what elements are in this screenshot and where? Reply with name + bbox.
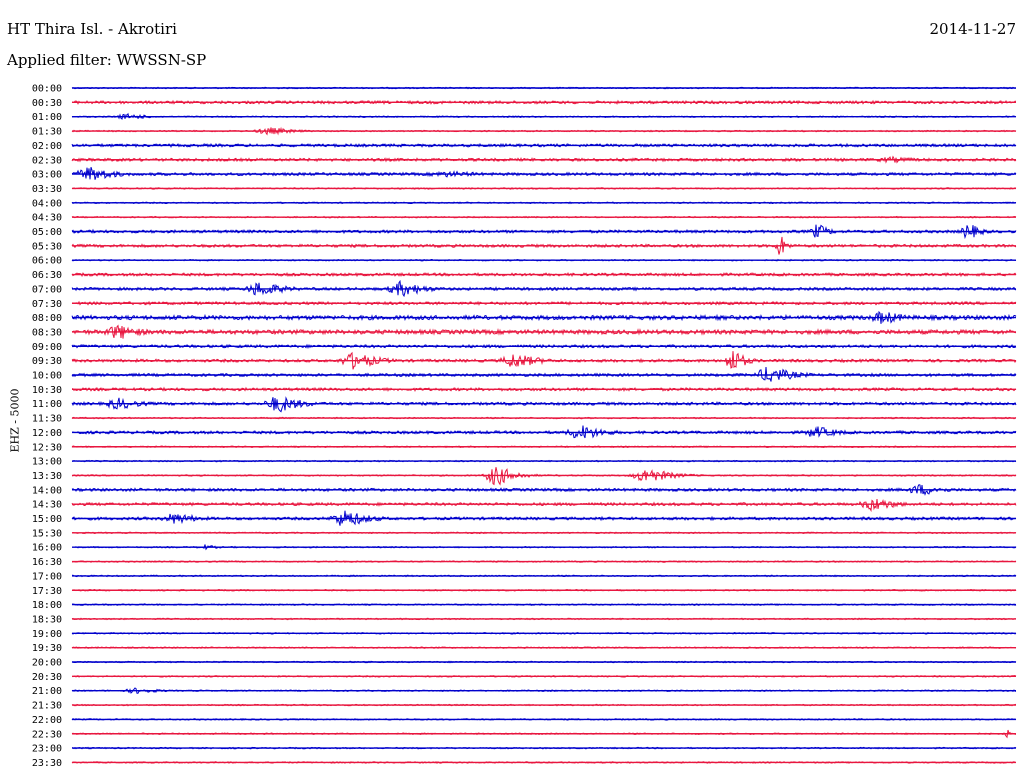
time-label: 11:00 <box>32 399 62 410</box>
time-label: 21:30 <box>32 701 62 712</box>
time-label: 17:00 <box>32 571 62 582</box>
time-label: 20:30 <box>32 672 62 683</box>
time-label: 21:00 <box>32 686 62 697</box>
time-label: 22:00 <box>32 715 62 726</box>
time-label: 00:30 <box>32 98 62 109</box>
time-label: 08:30 <box>32 327 62 338</box>
time-label: 16:00 <box>32 543 62 554</box>
time-label: 15:00 <box>32 514 62 525</box>
station-title: HT Thira Isl. - Akrotiri <box>7 20 177 38</box>
time-label: 08:00 <box>32 313 62 324</box>
time-label: 23:30 <box>32 758 62 769</box>
time-label: 03:30 <box>32 184 62 195</box>
time-label: 18:30 <box>32 614 62 625</box>
time-label: 06:30 <box>32 270 62 281</box>
time-label: 19:30 <box>32 643 62 654</box>
time-label: 02:30 <box>32 155 62 166</box>
time-label: 10:00 <box>32 371 62 382</box>
time-label: 04:00 <box>32 198 62 209</box>
time-label: 10:30 <box>32 385 62 396</box>
time-label: 05:30 <box>32 241 62 252</box>
time-label: 14:30 <box>32 500 62 511</box>
time-label: 05:00 <box>32 227 62 238</box>
time-label: 16:30 <box>32 557 62 568</box>
trace-1100 <box>71 396 1017 413</box>
time-label: 12:30 <box>32 442 62 453</box>
time-label-group: 00:00 00:30 01:00 01:30 02:00 02:30 03:00 03:30… <box>32 84 62 769</box>
trace-group <box>71 86 1017 764</box>
time-label: 07:30 <box>32 299 62 310</box>
time-label: 13:30 <box>32 471 62 482</box>
time-label: 19:00 <box>32 629 62 640</box>
time-label: 00:00 <box>32 84 62 95</box>
trace-1000 <box>71 367 1017 382</box>
time-label: 04:30 <box>32 213 62 224</box>
plot-date: 2014-11-27 <box>929 20 1016 38</box>
time-label: 23:00 <box>32 744 62 755</box>
time-label: 14:00 <box>32 485 62 496</box>
time-label: 02:00 <box>32 141 62 152</box>
time-label: 13:00 <box>32 457 62 468</box>
time-label: 12:00 <box>32 428 62 439</box>
filter-label: Applied filter: WWSSN-SP <box>7 51 207 69</box>
time-label: 07:00 <box>32 284 62 295</box>
time-label: 22:30 <box>32 729 62 740</box>
time-label: 20:00 <box>32 658 62 669</box>
time-label: 09:00 <box>32 342 62 353</box>
time-label: 15:30 <box>32 528 62 539</box>
time-label: 17:30 <box>32 586 62 597</box>
time-label: 09:30 <box>32 356 62 367</box>
time-label: 18:00 <box>32 600 62 611</box>
time-label: 01:30 <box>32 127 62 138</box>
time-label: 06:00 <box>32 256 62 267</box>
time-label: 03:00 <box>32 170 62 181</box>
time-label: 01:00 <box>32 112 62 123</box>
time-label: 11:30 <box>32 414 62 425</box>
